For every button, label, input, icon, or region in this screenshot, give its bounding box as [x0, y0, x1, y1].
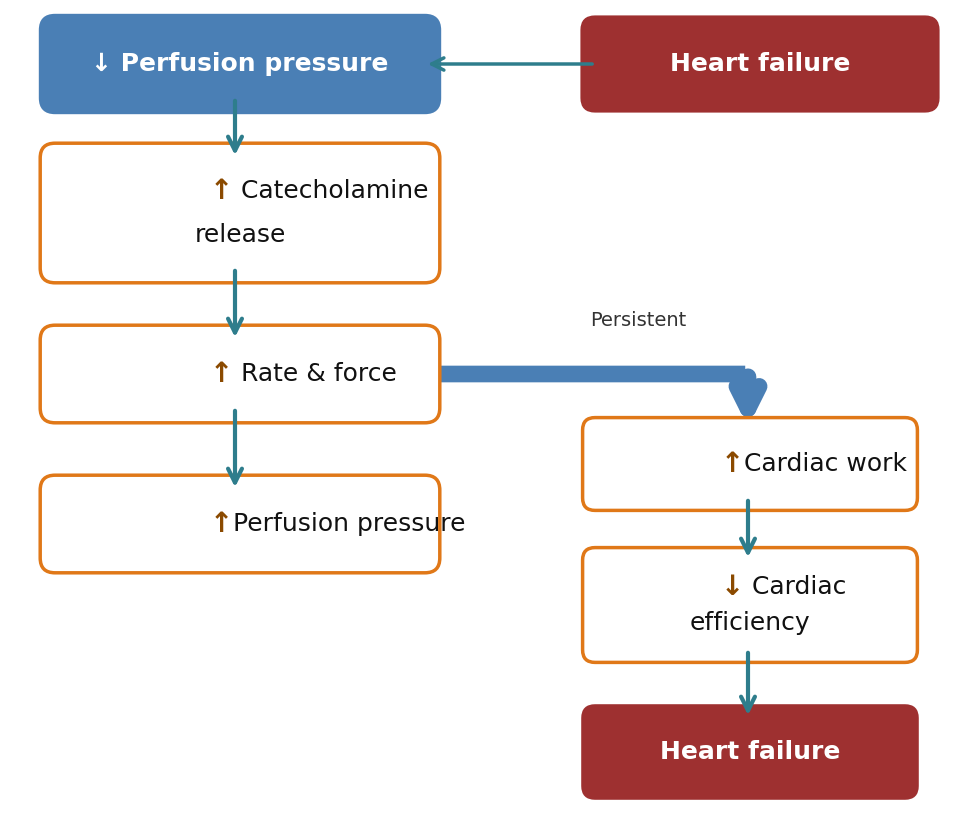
- FancyBboxPatch shape: [40, 475, 440, 573]
- Text: release: release: [194, 223, 286, 247]
- Text: Catecholamine: Catecholamine: [232, 179, 428, 203]
- Text: Persistent: Persistent: [590, 311, 686, 330]
- FancyBboxPatch shape: [583, 418, 918, 510]
- FancyBboxPatch shape: [583, 548, 918, 662]
- Text: ↑: ↑: [209, 510, 232, 538]
- Text: Perfusion pressure: Perfusion pressure: [232, 512, 465, 536]
- FancyBboxPatch shape: [583, 706, 918, 799]
- Text: Cardiac: Cardiac: [744, 575, 846, 599]
- Text: ↑: ↑: [721, 450, 744, 478]
- Text: Cardiac work: Cardiac work: [744, 452, 907, 476]
- FancyBboxPatch shape: [40, 15, 440, 113]
- FancyBboxPatch shape: [582, 17, 938, 111]
- Text: ↑: ↑: [209, 360, 232, 388]
- FancyBboxPatch shape: [40, 143, 440, 283]
- Text: Heart failure: Heart failure: [670, 52, 851, 76]
- Text: Heart failure: Heart failure: [660, 740, 840, 764]
- Text: efficiency: efficiency: [689, 611, 810, 635]
- FancyBboxPatch shape: [40, 325, 440, 423]
- Text: Rate & force: Rate & force: [232, 362, 396, 386]
- Text: ↓: ↓: [721, 573, 744, 601]
- Text: ↑: ↑: [209, 177, 232, 205]
- Text: ↓ Perfusion pressure: ↓ Perfusion pressure: [91, 52, 389, 76]
